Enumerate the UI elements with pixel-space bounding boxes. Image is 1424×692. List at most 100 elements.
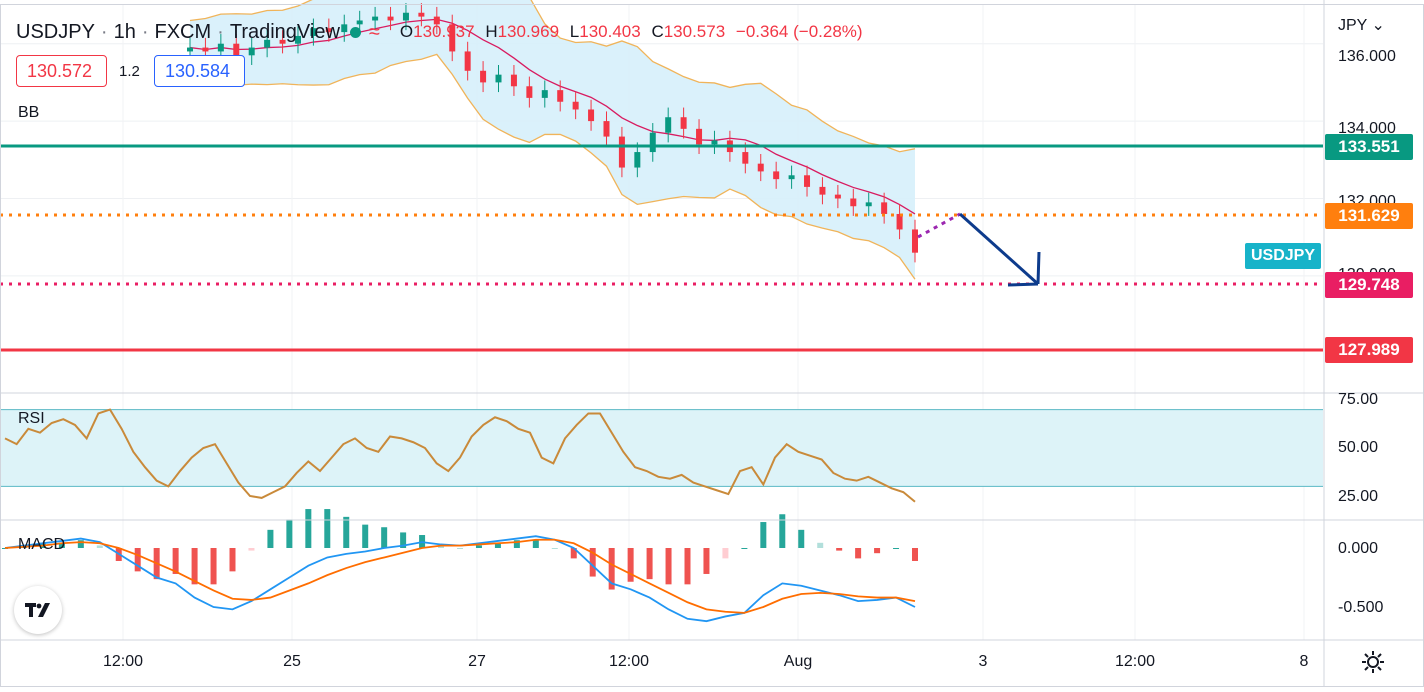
macd-histogram-bar [494, 542, 501, 548]
macd-histogram-bar [703, 548, 710, 574]
time-tick: Aug [783, 653, 813, 670]
projection-arrow[interactable] [917, 212, 1041, 287]
macd-histogram-bar [210, 548, 217, 585]
candle-body [572, 101, 579, 110]
level-badge-teal[interactable]: 133.551 [1325, 134, 1413, 160]
exchange: FXCM [154, 20, 212, 43]
macd-histogram-bar [58, 542, 65, 548]
buy-button[interactable]: 130.584 [154, 55, 245, 87]
macd-histogram-bar [665, 548, 672, 585]
macd-histogram-bar [267, 529, 274, 548]
time-tick: 3 [978, 653, 988, 670]
spread-value: 1.2 [119, 63, 140, 80]
projection-arrow-line [958, 212, 1040, 286]
candle-body [711, 140, 718, 145]
candle-body [217, 43, 224, 52]
macd-histogram-bar [248, 548, 255, 551]
time-tick: 12:00 [608, 653, 650, 670]
market-open-icon [349, 26, 361, 38]
macd-histogram-bar [551, 548, 558, 549]
interval[interactable]: 1h [113, 20, 136, 43]
candle-body [541, 90, 548, 98]
candle-body [233, 43, 240, 56]
candle-body [526, 86, 533, 98]
candle-body [341, 24, 348, 33]
candle-body [372, 16, 379, 21]
macd-histogram-bar [532, 540, 539, 548]
macd-histogram-bar [741, 548, 748, 549]
candle-body [618, 136, 625, 168]
macd-histogram-bar [722, 548, 729, 559]
macd-histogram-bar [457, 548, 463, 549]
macd-pane [2, 509, 918, 623]
rsi-tick: 50.00 [1338, 439, 1379, 456]
macd-histogram-bar [513, 540, 520, 548]
candle-body [696, 128, 703, 145]
macd-histogram-bar [96, 545, 103, 548]
candle-body [464, 51, 471, 71]
candle-body [387, 16, 394, 21]
candle-body [773, 171, 780, 180]
time-tick: 12:00 [1114, 653, 1156, 670]
bollinger-bands [189, 0, 916, 280]
macd-histogram-bar [760, 522, 767, 548]
bb-indicator-label[interactable]: BB [18, 104, 40, 121]
time-tick: 8 [1299, 653, 1309, 670]
bb-fill [190, 0, 915, 280]
macd-histogram-bar [912, 548, 918, 561]
candle-body [294, 35, 301, 44]
tradingview-logo-icon[interactable] [14, 586, 62, 634]
symbol-price-badge: USDJPY [1245, 243, 1321, 269]
price-change: −0.364 (−0.28%) [735, 22, 863, 41]
candle-body [680, 117, 687, 129]
candle-body [418, 12, 425, 17]
currency-selector[interactable]: JPY ⌄ [1338, 17, 1385, 34]
rsi-indicator-label[interactable]: RSI [18, 410, 45, 427]
macd-indicator-label[interactable]: MACD [18, 536, 66, 553]
macd-histogram-bar [817, 542, 824, 548]
macd-histogram-bar [324, 509, 331, 548]
macd-histogram-bar [893, 548, 900, 549]
candle-body [264, 39, 271, 48]
candle-body [757, 163, 764, 172]
horizontal-levels[interactable] [0, 144, 1323, 352]
macd-histogram-bar [172, 548, 179, 574]
macd-histogram-bar [779, 514, 786, 548]
candle-body [356, 20, 363, 25]
approx-icon: ≈ [368, 20, 380, 43]
sell-button[interactable]: 130.572 [16, 55, 107, 87]
level-badge-orange[interactable]: 131.629 [1325, 203, 1413, 229]
symbol-name[interactable]: USDJPY [16, 20, 95, 43]
candle-body [279, 39, 286, 44]
level-badge-pink[interactable]: 129.748 [1325, 272, 1413, 298]
macd-histogram-bar [589, 548, 596, 577]
rsi-tick: 75.00 [1338, 391, 1379, 408]
macd-tick: 0.000 [1338, 540, 1379, 557]
macd-histogram-bar [874, 548, 881, 554]
candle-body [865, 202, 872, 207]
time-tick: 12:00 [102, 653, 144, 670]
candle-body [603, 121, 610, 137]
candle-body [510, 74, 517, 87]
rsi-band-fill [0, 409, 1323, 487]
candle-body [649, 132, 656, 153]
bb-basis [189, 18, 916, 215]
candle-body [881, 202, 888, 214]
candle-body [202, 47, 209, 52]
candle-body [588, 109, 595, 122]
candle-body [742, 152, 749, 164]
candle-body [557, 90, 564, 102]
level-badge-red[interactable]: 127.989 [1325, 337, 1413, 363]
macd-histogram-bar [684, 548, 691, 585]
macd-histogram-bar [646, 548, 653, 580]
candle-body [834, 194, 841, 199]
settings-gear-icon[interactable] [1361, 650, 1385, 679]
candle-body [187, 47, 193, 52]
chevron-down-icon: ⌄ [1371, 17, 1385, 34]
macd-histogram-bar [855, 548, 862, 559]
price-tick: 136.000 [1338, 48, 1396, 65]
candle-body [819, 186, 826, 195]
rsi-pane [0, 408, 1323, 503]
